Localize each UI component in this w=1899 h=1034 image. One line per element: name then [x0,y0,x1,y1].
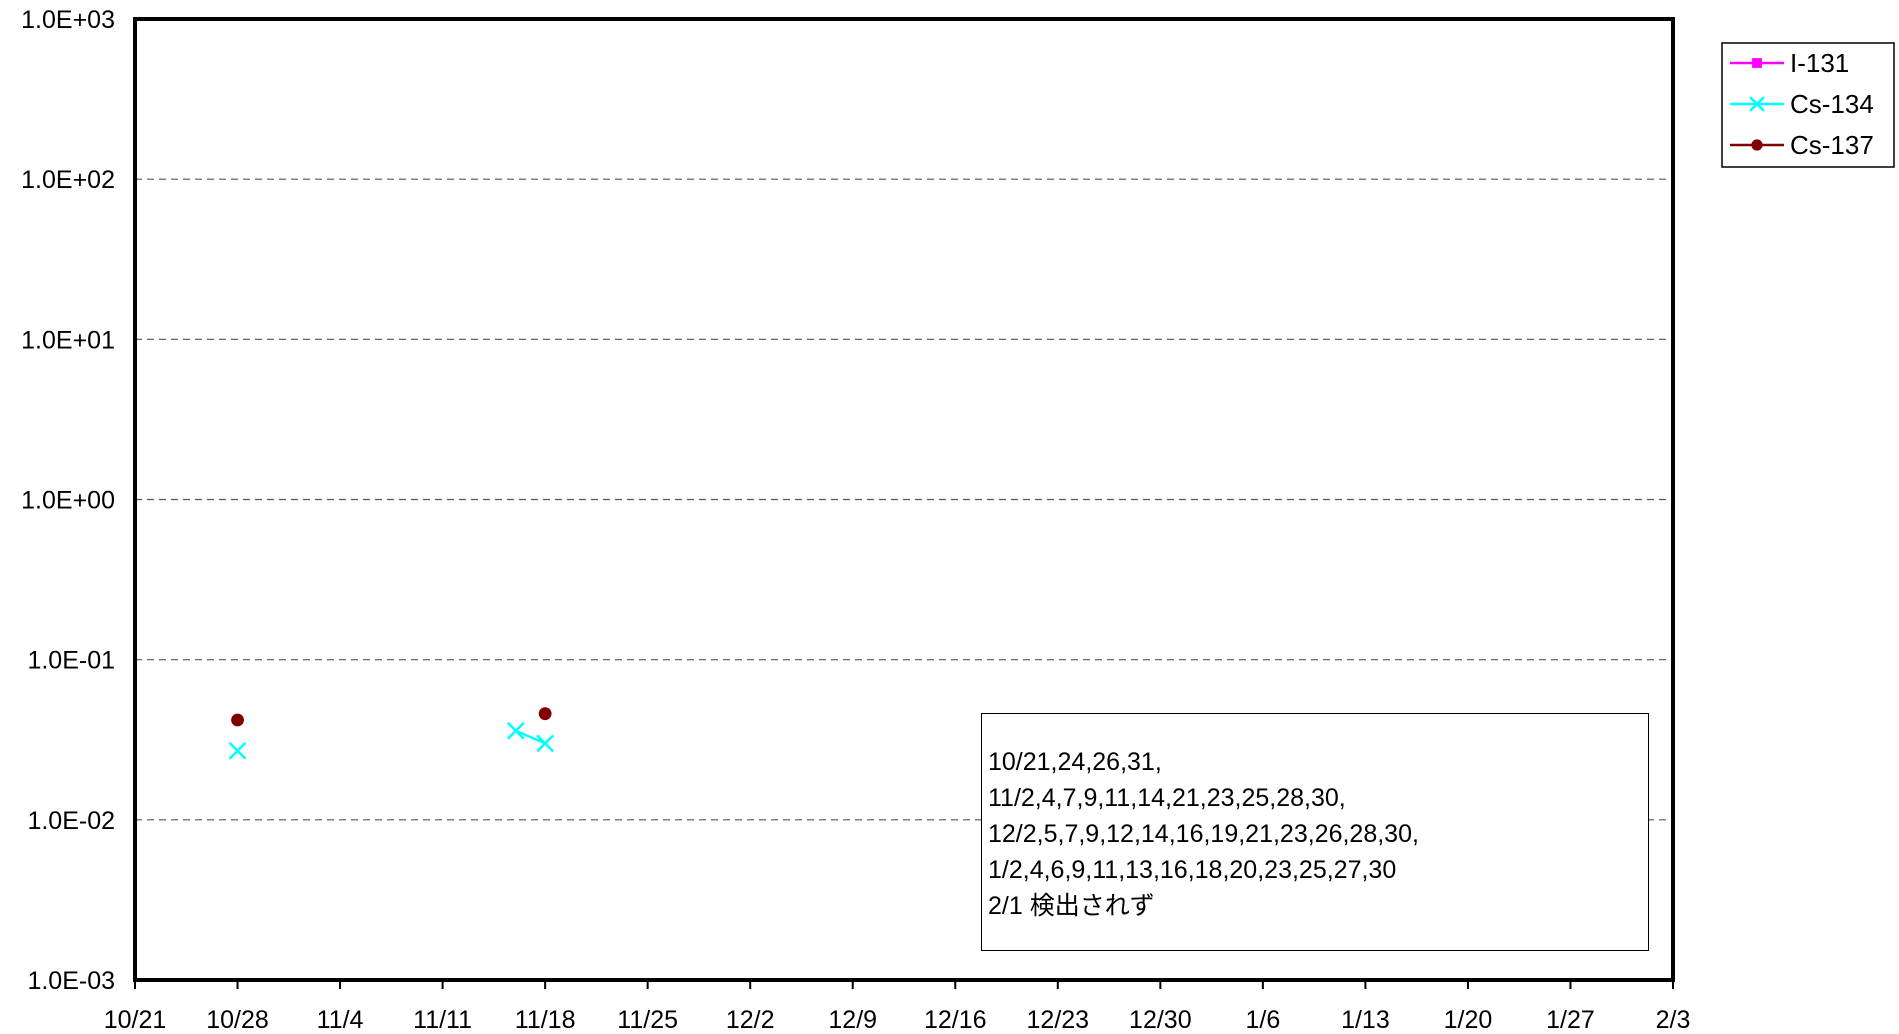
data-point-x [536,734,555,753]
data-point-circle [231,713,244,727]
note-line: 2/1 検出されず [988,892,1155,920]
x-tick-label: 11/11 [413,1006,472,1034]
data-point-circle [1751,139,1763,151]
x-tick-label: 12/16 [924,1006,987,1034]
x-tick-label: 10/28 [206,1006,269,1034]
series-marks [228,707,555,760]
x-tick-label: 12/30 [1129,1006,1192,1034]
x-tick-label: 12/23 [1027,1006,1090,1034]
not-detected-note: 10/21,24,26,31, 11/2,4,7,9,11,14,21,23,2… [981,713,1649,951]
legend: I-131 Cs-134 Cs-137 [1721,42,1895,168]
note-line: 11/2,4,7,9,11,14,21,23,25,28,30, [988,784,1346,812]
legend-item-cs-137: Cs-137 [1730,130,1874,160]
series-line [515,729,546,745]
y-tick-label: 1.0E+00 [21,487,115,515]
series-cs-137 [231,707,552,727]
y-tick-label: 1.0E+02 [21,166,115,194]
note-line: 10/21,24,26,31, [988,748,1162,776]
x-tick-label: 10/21 [104,1006,167,1034]
y-tick-label: 1.0E+03 [21,6,115,34]
x-tick-label: 11/4 [317,1006,364,1034]
grid-lines [135,178,1673,821]
x-tick-label: 2/3 [1656,1006,1691,1034]
legend-label: Cs-134 [1790,89,1874,119]
legend-item-i-131: I-131 [1730,48,1849,78]
legend-label: I-131 [1790,48,1849,78]
data-point-x [1749,96,1765,112]
data-point-square [1752,58,1762,68]
series-cs-134 [228,721,555,760]
note-line: 1/2,4,6,9,11,13,16,18,20,23,25,27,30 [988,856,1397,884]
legend-label: Cs-137 [1790,130,1874,160]
legend-item-cs-134: Cs-134 [1730,89,1874,119]
note-line: 12/2,5,7,9,12,14,16,19,21,23,26,28,30, [988,820,1419,848]
x-tick-label: 11/18 [515,1006,576,1034]
y-tick-label: 1.0E-01 [27,647,115,675]
x-tick-label: 12/9 [828,1006,877,1034]
y-tick-label: 1.0E+01 [21,326,115,354]
x-axis-ticks [134,980,1674,989]
y-tick-label: 1.0E-03 [27,967,115,995]
x-tick-label: 1/27 [1546,1006,1595,1034]
x-tick-label: 11/25 [617,1006,678,1034]
x-tick-label: 1/6 [1245,1006,1280,1034]
data-point-x [228,741,247,760]
y-tick-label: 1.0E-02 [27,807,115,835]
data-point-circle [538,707,552,721]
x-tick-label: 12/2 [726,1006,775,1034]
y-axis-labels: 1.0E-03 1.0E-02 1.0E-01 1.0E+00 1.0E+01 1.0E+… [21,6,115,995]
plot-area-border [133,17,1675,982]
x-tick-label: 1/13 [1341,1006,1390,1034]
x-tick-label: 1/20 [1444,1006,1493,1034]
x-axis-labels: 10/21 10/28 11/4 11/11 11/18 11/25 12/2 12/9 12/… [104,1006,1691,1034]
data-point-x [506,721,525,740]
